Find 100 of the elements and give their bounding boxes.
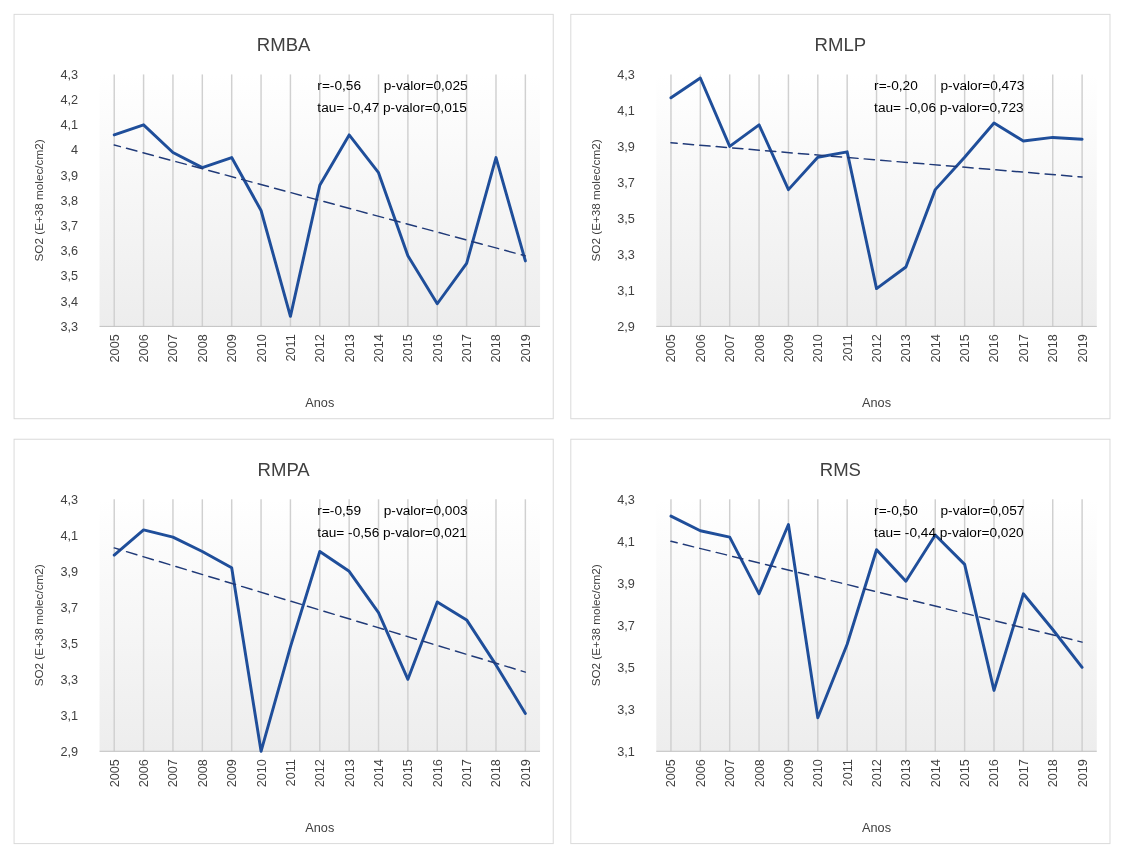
line-series bbox=[112, 528, 527, 753]
x-tick-label: 2015 bbox=[401, 759, 416, 788]
x-tick-label: 2013 bbox=[899, 759, 914, 788]
x-tick-label: 2009 bbox=[781, 334, 796, 363]
x-tick-label: 2010 bbox=[811, 759, 826, 788]
y-tick-label: 3,3 bbox=[60, 672, 79, 687]
x-tick-label: 2017 bbox=[1016, 334, 1031, 363]
x-tick-label: 2007 bbox=[166, 759, 181, 788]
x-tick-label: 2005 bbox=[664, 334, 679, 363]
x-tick-label: 2017 bbox=[460, 759, 475, 788]
x-tick-label: 2005 bbox=[107, 759, 122, 788]
x-axis-title: Anos bbox=[862, 821, 891, 836]
y-tick-label: 3,5 bbox=[617, 211, 635, 226]
x-tick-label: 2006 bbox=[693, 334, 708, 363]
x-tick-label: 2012 bbox=[869, 759, 884, 788]
annotation: tau= -0,56 p-valor=0,021 bbox=[317, 525, 467, 541]
x-tick-label: 2015 bbox=[958, 759, 973, 788]
y-tick-label: 4,3 bbox=[60, 492, 79, 507]
x-tick-label: 2008 bbox=[195, 334, 210, 363]
y-tick-label: 4,1 bbox=[60, 118, 79, 133]
x-tick-label: 2005 bbox=[664, 759, 679, 788]
y-tick-label: 3,1 bbox=[617, 744, 635, 759]
y-tick-label: 3,7 bbox=[617, 618, 635, 633]
x-tick-label: 2009 bbox=[781, 759, 796, 788]
y-tick-label: 3,7 bbox=[60, 219, 79, 234]
y-tick-label: 3,9 bbox=[60, 168, 79, 183]
x-tick-label: 2013 bbox=[342, 334, 357, 363]
y-tick-label: 3,7 bbox=[617, 175, 635, 190]
x-axis-title: Anos bbox=[862, 396, 891, 411]
y-tick-label: 4,1 bbox=[60, 528, 79, 543]
x-tick-label: 2007 bbox=[723, 334, 738, 363]
y-tick-label: 4,3 bbox=[617, 492, 635, 507]
y-tick-label: 3,5 bbox=[60, 636, 79, 651]
y-tick-label: 4,1 bbox=[617, 103, 635, 118]
x-tick-label: 2008 bbox=[752, 334, 767, 363]
x-tick-label: 2011 bbox=[283, 759, 298, 787]
annotation: r=-0,50 p-valor=0,057 bbox=[874, 502, 1025, 518]
y-tick-label: 3,4 bbox=[60, 294, 79, 309]
y-tick-label: 4,1 bbox=[617, 534, 635, 549]
x-tick-label: 2009 bbox=[225, 759, 240, 788]
line-series bbox=[669, 76, 1084, 291]
y-tick-label: 2,9 bbox=[617, 319, 635, 334]
y-tick-label: 3,6 bbox=[60, 244, 79, 259]
x-axis-title: Anos bbox=[305, 396, 335, 411]
x-tick-label: 2006 bbox=[137, 334, 152, 363]
y-tick-label: 3,5 bbox=[60, 269, 79, 284]
x-tick-label: 2013 bbox=[342, 759, 357, 788]
annotation: r=-0,56 p-valor=0,025 bbox=[317, 78, 469, 94]
x-tick-label: 2006 bbox=[693, 759, 708, 788]
x-tick-label: 2006 bbox=[137, 759, 152, 788]
x-tick-label: 2016 bbox=[987, 759, 1002, 788]
y-axis-title: SO2 (E+38 molec/cm2) bbox=[588, 564, 602, 687]
x-tick-label: 2019 bbox=[518, 759, 533, 788]
x-tick-label: 2015 bbox=[958, 334, 973, 363]
x-tick-label: 2016 bbox=[987, 334, 1002, 363]
x-tick-label: 2019 bbox=[1075, 759, 1090, 788]
y-axis-title: SO2 (E+38 molec/cm2) bbox=[31, 139, 45, 262]
x-tick-label: 2019 bbox=[518, 334, 533, 363]
x-tick-label: 2018 bbox=[1046, 759, 1061, 788]
chart-title: RMS bbox=[819, 458, 861, 480]
x-tick-label: 2010 bbox=[254, 759, 269, 788]
annotation: r=-0,59 p-valor=0,003 bbox=[317, 502, 468, 518]
x-tick-label: 2014 bbox=[371, 759, 386, 788]
x-tick-label: 2013 bbox=[899, 334, 914, 363]
x-tick-label: 2012 bbox=[869, 334, 884, 363]
y-tick-label: 3,1 bbox=[60, 708, 79, 723]
annotation: tau= -0,06 p-valor=0,723 bbox=[874, 100, 1024, 116]
y-axis-title: SO2 (E+38 molec/cm2) bbox=[588, 139, 602, 262]
x-tick-label: 2009 bbox=[225, 334, 240, 363]
line-series bbox=[112, 123, 527, 318]
x-tick-label: 2012 bbox=[313, 759, 328, 788]
y-tick-label: 3,9 bbox=[617, 576, 635, 591]
x-tick-label: 2018 bbox=[1046, 334, 1061, 363]
chart-title: RMBA bbox=[256, 33, 312, 55]
x-tick-label: 2005 bbox=[107, 334, 122, 363]
y-axis-title: SO2 (E+38 molec/cm2) bbox=[31, 564, 45, 687]
x-tick-label: 2008 bbox=[752, 759, 767, 788]
x-tick-label: 2007 bbox=[723, 759, 738, 788]
chart-title: RMPA bbox=[257, 458, 311, 480]
x-tick-label: 2007 bbox=[166, 334, 181, 363]
y-tick-label: 2,9 bbox=[60, 744, 79, 759]
annotation: tau= -0,47 p-valor=0,015 bbox=[317, 100, 468, 116]
x-tick-label: 2017 bbox=[1016, 759, 1031, 788]
x-tick-label: 2018 bbox=[489, 759, 504, 788]
y-tick-label: 3,3 bbox=[60, 319, 79, 334]
y-tick-label: 3,5 bbox=[617, 660, 635, 675]
y-tick-label: 3,9 bbox=[60, 564, 79, 579]
y-tick-label: 3,3 bbox=[617, 247, 635, 262]
x-tick-label: 2011 bbox=[283, 334, 298, 362]
x-tick-label: 2016 bbox=[430, 759, 445, 788]
x-tick-label: 2010 bbox=[254, 334, 269, 363]
x-tick-label: 2012 bbox=[313, 334, 328, 363]
annotation: tau= -0,44 p-valor=0,020 bbox=[874, 525, 1025, 541]
x-tick-label: 2015 bbox=[401, 334, 416, 363]
x-tick-label: 2011 bbox=[840, 759, 855, 787]
x-axis-title: Anos bbox=[305, 821, 335, 836]
x-tick-label: 2017 bbox=[460, 334, 475, 363]
y-tick-label: 4,2 bbox=[60, 93, 79, 108]
x-tick-label: 2016 bbox=[430, 334, 445, 363]
x-tick-label: 2014 bbox=[371, 334, 386, 363]
